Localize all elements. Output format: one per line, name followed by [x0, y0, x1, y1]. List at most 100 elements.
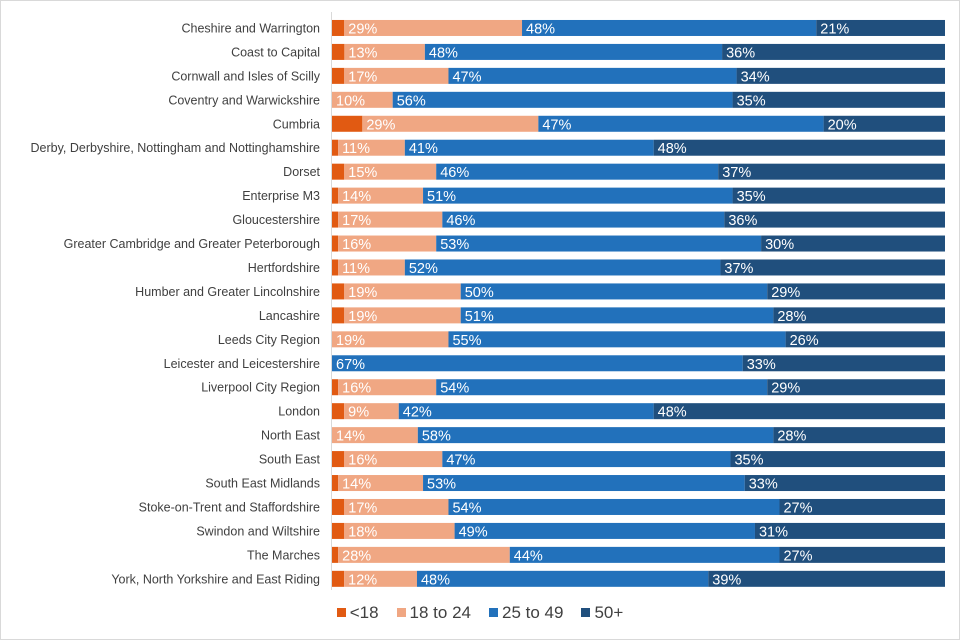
- category-label: Cumbria: [273, 117, 320, 131]
- category-label: Greater Cambridge and Greater Peterborou…: [64, 237, 320, 251]
- bar-row-coast-to-capital: Coast to Capital 13% 48% 36%: [231, 43, 945, 61]
- bar-row-greater-cambridge-and-greater-peterborough: Greater Cambridge and Greater Peterborou…: [64, 235, 945, 253]
- category-label: Swindon and Wiltshire: [196, 524, 320, 538]
- bar-segment-50: [767, 283, 945, 300]
- data-label: 27%: [783, 500, 812, 516]
- data-label: 31%: [759, 524, 788, 540]
- legend-item-50: 50+: [581, 603, 623, 623]
- category-label: South East: [259, 453, 321, 467]
- data-label: 54%: [440, 381, 469, 397]
- bar-segment-18-to-24: [344, 522, 455, 539]
- category-label: Gloucestershire: [232, 213, 320, 227]
- data-label: 48%: [429, 45, 458, 61]
- bar-segment-18-to-24: [344, 163, 437, 180]
- bar-segment-25-to-49: [423, 475, 745, 492]
- bar-segment-under-18: [332, 187, 339, 204]
- bar-segment-18-to-24: [332, 427, 418, 444]
- bar-segment-25-to-49: [448, 331, 786, 348]
- stacked-bar-chart: Cheshire and Warrington 29% 48% 21% Coast to…: [31, 12, 945, 590]
- bar-segment-18-to-24: [338, 211, 443, 228]
- bar-segment-25-to-49: [509, 546, 780, 563]
- bar-segment-18-to-24: [338, 475, 424, 492]
- bar-segment-under-18: [332, 259, 339, 276]
- bar-segment-25-to-49: [442, 451, 731, 468]
- bar-segment-50: [816, 19, 945, 36]
- bar-segment-25-to-49: [417, 427, 774, 444]
- legend-item-25-to-49: 25 to 49: [489, 603, 563, 623]
- bar-segment-under-18: [332, 451, 345, 468]
- data-label: 19%: [348, 285, 377, 301]
- category-label: York, North Yorkshire and East Riding: [111, 572, 320, 586]
- bar-row-north-east: North East 14% 58% 28%: [261, 427, 945, 445]
- data-label: 47%: [452, 69, 481, 85]
- data-label: 47%: [542, 117, 571, 133]
- category-label: South East Midlands: [205, 477, 320, 491]
- legend-item-18-to-24: 18 to 24: [396, 603, 471, 623]
- bar-row-liverpool-city-region: Liverpool City Region 16% 54% 29%: [201, 379, 945, 397]
- data-label: 39%: [712, 572, 741, 588]
- bar-row-south-east-midlands: South East Midlands 14% 53% 33%: [205, 475, 945, 493]
- data-label: 21%: [820, 21, 849, 37]
- data-label: 51%: [427, 189, 456, 205]
- data-label: 29%: [348, 21, 377, 37]
- legend-item-under-18: <18: [336, 603, 379, 623]
- data-label: 58%: [422, 429, 451, 445]
- data-label: 12%: [348, 572, 377, 588]
- bar-row-cornwall-and-isles-of-scilly: Cornwall and Isles of Scilly 17% 47% 34%: [171, 67, 945, 85]
- data-label: 17%: [348, 69, 377, 85]
- data-label: 11%: [342, 261, 370, 277]
- category-label: Derby, Derbyshire, Nottingham and Nottin…: [31, 141, 321, 155]
- category-label: Leicester and Leicestershire: [164, 357, 320, 371]
- category-label: Leeds City Region: [218, 333, 320, 347]
- bar-segment-50: [708, 570, 945, 587]
- legend-label: 50+: [594, 603, 624, 622]
- bar-row-lancashire: Lancashire 19% 51% 28%: [259, 307, 945, 325]
- category-label: The Marches: [247, 548, 320, 562]
- bar-segment-50: [779, 498, 945, 515]
- bar-segment-50: [730, 451, 945, 468]
- category-label: Coast to Capital: [231, 45, 320, 59]
- legend-swatch: [581, 608, 591, 618]
- bar-segment-18-to-24: [338, 259, 405, 276]
- bar-segment-under-18: [332, 403, 345, 420]
- bar-segment-under-18: [332, 115, 363, 132]
- bar-row-leicester-and-leicestershire: Leicester and Leicestershire 67% 33%: [164, 355, 945, 373]
- bar-segment-25-to-49: [436, 379, 768, 396]
- data-label: 67%: [336, 357, 365, 373]
- data-label: 15%: [348, 165, 377, 181]
- legend-swatch: [336, 608, 346, 618]
- category-label: Enterprise M3: [242, 189, 320, 203]
- bar-row-humber-and-greater-lincolnshire: Humber and Greater Lincolnshire 19% 50% 29%: [135, 283, 945, 301]
- bar-segment-50: [773, 427, 945, 444]
- data-label: 44%: [514, 548, 543, 564]
- data-label: 16%: [348, 453, 377, 469]
- bar-segment-under-18: [332, 379, 339, 396]
- data-label: 36%: [726, 45, 755, 61]
- bar-segment-18-to-24: [338, 379, 437, 396]
- data-label: 35%: [737, 189, 766, 205]
- bar-segment-under-18: [332, 67, 345, 84]
- bar-segment-50: [773, 307, 945, 324]
- legend-label: 25 to 49: [502, 603, 564, 622]
- bar-row-stoke-on-trent-and-staffordshire: Stoke-on-Trent and Staffordshire 17% 54% 27…: [139, 498, 945, 516]
- data-label: 28%: [777, 309, 806, 325]
- bar-segment-18-to-24: [344, 19, 523, 36]
- bar-segment-50: [744, 475, 945, 492]
- data-label: 46%: [440, 165, 469, 181]
- bar-segment-50: [720, 259, 945, 276]
- category-label: London: [278, 405, 320, 419]
- data-label: 34%: [741, 69, 770, 85]
- bar-segment-25-to-49: [424, 43, 723, 60]
- bar-segment-under-18: [332, 498, 345, 515]
- data-label: 26%: [790, 333, 819, 349]
- bar-row-the-marches: The Marches 28% 44% 27%: [247, 546, 945, 564]
- bar-segment-50: [761, 235, 945, 252]
- bar-segment-50: [722, 43, 945, 60]
- data-label: 29%: [771, 381, 800, 397]
- bar-segment-under-18: [332, 235, 339, 252]
- bar-segment-18-to-24: [344, 403, 399, 420]
- data-label: 29%: [366, 117, 395, 133]
- bar-segment-18-to-24: [344, 570, 417, 587]
- data-label: 20%: [828, 117, 857, 133]
- bar-row-gloucestershire: Gloucestershire 17% 46% 36%: [232, 211, 945, 229]
